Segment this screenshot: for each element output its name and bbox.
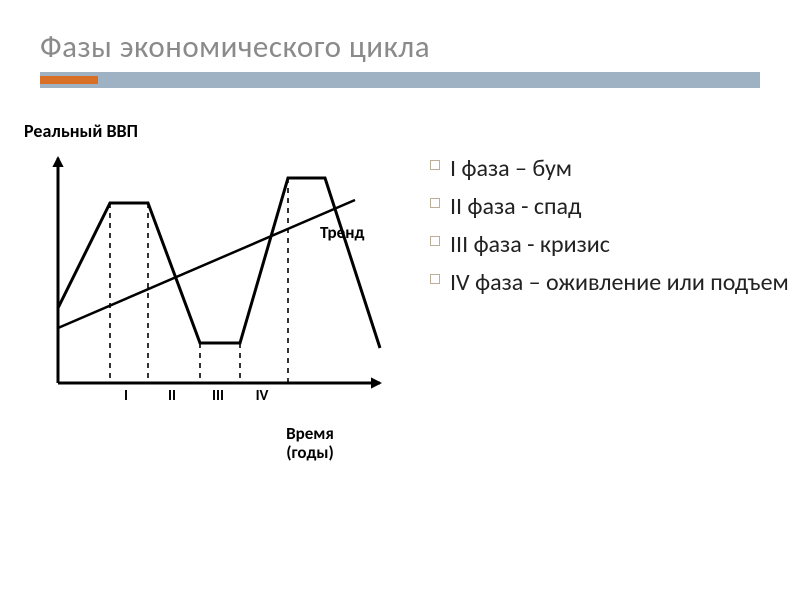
phase-text: III фаза - кризис [450,230,610,259]
svg-text:I: I [124,387,128,405]
divider [40,72,760,90]
bullet-icon [430,236,440,246]
divider-blue [40,72,760,88]
divider-orange [40,76,98,84]
svg-text:III: III [212,387,224,405]
phase-text: I фаза – бум [450,154,572,183]
chart-column: Реальный ВВП IIIIIIIVТренд Время (годы) [20,120,420,462]
title-area: Фазы экономического цикла [0,0,800,102]
cycle-chart: IIIIIIIVТренд [20,148,410,418]
phase-item: IV фаза – оживление или подъем [430,264,790,302]
phase-item: II фаза - спад [430,188,790,226]
x-axis-label: Время (годы) [200,425,420,462]
bullet-icon [430,198,440,208]
svg-text:Тренд: Тренд [320,222,364,243]
bullet-icon [430,274,440,284]
y-axis-label: Реальный ВВП [24,120,420,142]
phase-text: II фаза - спад [450,192,581,221]
phase-text: IV фаза – оживление или подъем [450,268,789,297]
bullet-icon [430,160,440,170]
x-label-l2: (годы) [286,442,334,463]
svg-text:IV: IV [256,387,269,405]
content-row: Реальный ВВП IIIIIIIVТренд Время (годы) … [0,102,800,462]
phase-item: I фаза – бум [430,150,790,188]
phase-item: III фаза - кризис [430,226,790,264]
slide-title: Фазы экономического цикла [40,28,760,66]
phase-list: I фаза – бум II фаза - спад III фаза - к… [420,120,790,462]
svg-text:II: II [168,387,176,405]
